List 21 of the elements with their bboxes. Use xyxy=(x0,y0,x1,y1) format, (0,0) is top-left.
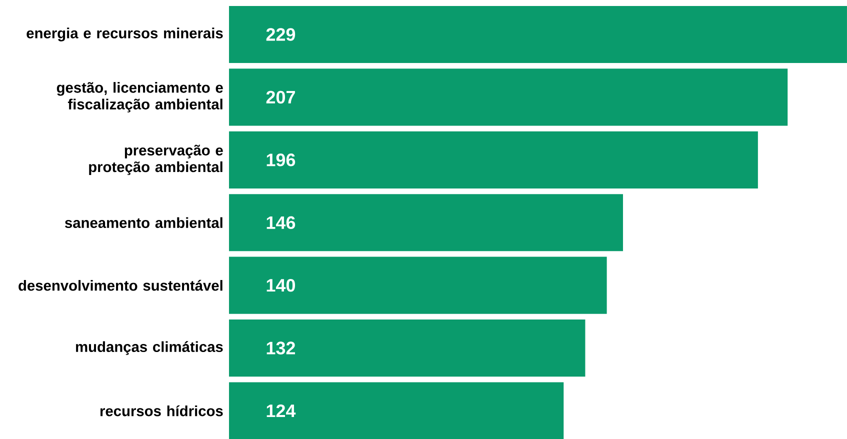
data-label: 132 xyxy=(266,342,296,354)
bar xyxy=(229,194,624,252)
data-label: 124 xyxy=(266,404,296,418)
y-tick-label: preservação e proteção ambiental xyxy=(89,144,223,176)
y-tick-label: gestão, licenciamento e fiscalização ambiental xyxy=(56,82,223,112)
bar xyxy=(229,6,847,64)
y-tick-label: saneamento ambiental xyxy=(64,217,222,228)
data-label: 207 xyxy=(266,90,295,104)
data-label: 229 xyxy=(266,28,296,41)
y-tick-label: energia e recursos minerais xyxy=(26,28,223,42)
bar xyxy=(229,131,758,188)
bar xyxy=(229,320,586,377)
data-label: 140 xyxy=(266,278,296,292)
bar xyxy=(229,382,564,439)
data-label: 196 xyxy=(266,154,296,166)
data-label: 146 xyxy=(266,216,296,229)
bar xyxy=(229,68,788,126)
y-tick-label: mudanças climáticas xyxy=(76,341,223,355)
bar xyxy=(229,256,607,314)
y-tick-label: desenvolvimento sustentável xyxy=(18,280,222,291)
y-tick-label: recursos hídricos xyxy=(100,405,223,416)
